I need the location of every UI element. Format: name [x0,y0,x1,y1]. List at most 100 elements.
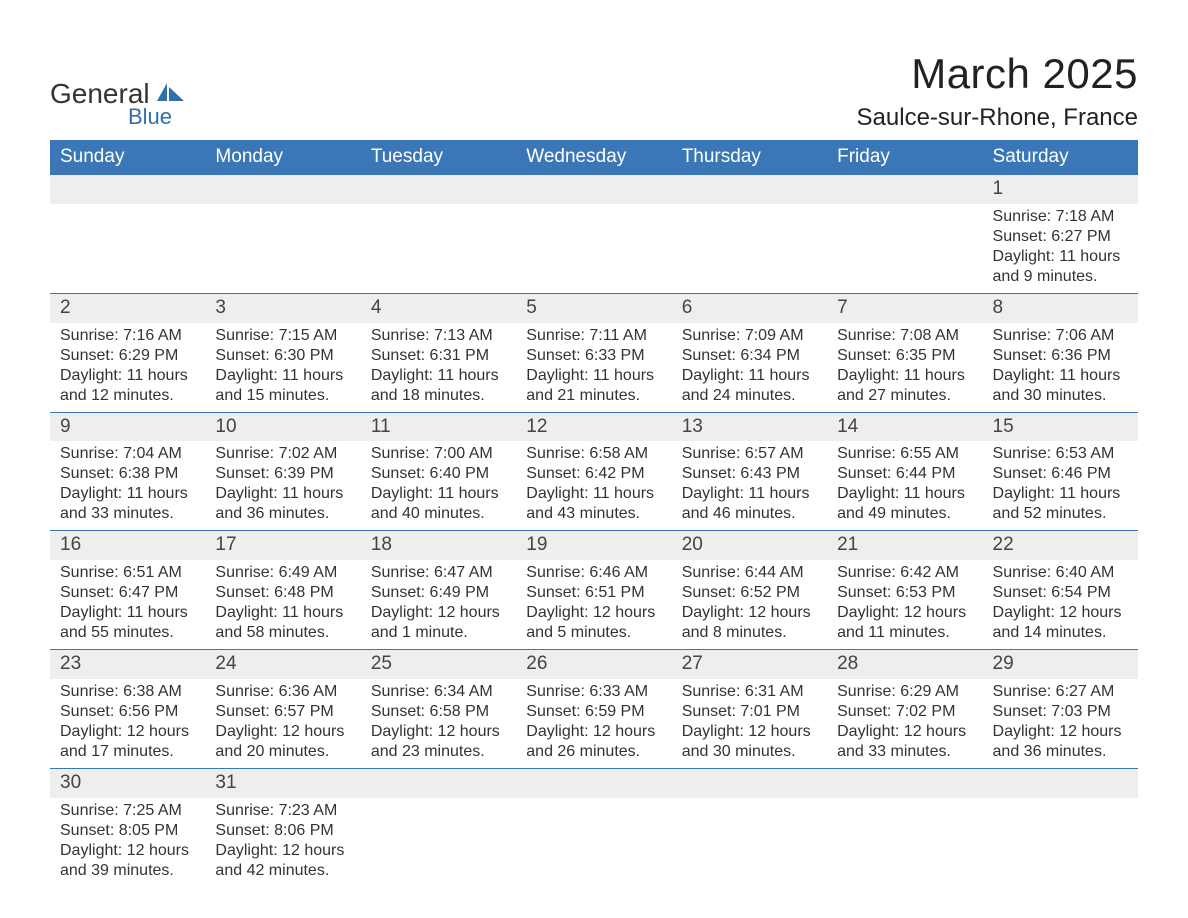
sunset-line: Sunset: 6:53 PM [837,583,972,603]
day-number: 10 [205,413,360,442]
day-body: Sunrise: 6:38 AMSunset: 6:56 PMDaylight:… [50,679,205,768]
day-body: Sunrise: 6:46 AMSunset: 6:51 PMDaylight:… [516,560,671,649]
sunset-line: Sunset: 6:52 PM [682,583,817,603]
day-body [983,798,1138,807]
day-body: Sunrise: 7:13 AMSunset: 6:31 PMDaylight:… [361,323,516,412]
day-body [672,798,827,807]
sunset-line: Sunset: 6:38 PM [60,464,195,484]
calendar-cell [361,175,516,293]
daylight-line: Daylight: 11 hours and 55 minutes. [60,603,195,643]
calendar-table: SundayMondayTuesdayWednesdayThursdayFrid… [50,140,1138,887]
sunset-line: Sunset: 6:34 PM [682,346,817,366]
calendar-cell [672,175,827,293]
sunrise-line: Sunrise: 6:42 AM [837,563,972,583]
day-number: 31 [205,769,360,798]
sunrise-line: Sunrise: 7:08 AM [837,326,972,346]
day-body: Sunrise: 7:09 AMSunset: 6:34 PMDaylight:… [672,323,827,412]
day-body [361,798,516,807]
sunrise-line: Sunrise: 6:33 AM [526,682,661,702]
sunset-line: Sunset: 6:48 PM [215,583,350,603]
calendar-cell: 21Sunrise: 6:42 AMSunset: 6:53 PMDayligh… [827,531,982,650]
day-body [827,204,982,213]
calendar-cell: 30Sunrise: 7:25 AMSunset: 8:05 PMDayligh… [50,768,205,886]
sunset-line: Sunset: 6:54 PM [993,583,1128,603]
sunrise-line: Sunrise: 6:49 AM [215,563,350,583]
calendar-cell: 22Sunrise: 6:40 AMSunset: 6:54 PMDayligh… [983,531,1138,650]
day-body: Sunrise: 6:55 AMSunset: 6:44 PMDaylight:… [827,441,982,530]
daylight-line: Daylight: 11 hours and 33 minutes. [60,484,195,524]
day-number: 27 [672,650,827,679]
sunrise-line: Sunrise: 7:04 AM [60,444,195,464]
sunset-line: Sunset: 6:56 PM [60,702,195,722]
daylight-line: Daylight: 11 hours and 40 minutes. [371,484,506,524]
sunset-line: Sunset: 6:36 PM [993,346,1128,366]
daylight-line: Daylight: 12 hours and 14 minutes. [993,603,1128,643]
calendar-cell [516,175,671,293]
daylight-line: Daylight: 11 hours and 46 minutes. [682,484,817,524]
daylight-line: Daylight: 12 hours and 11 minutes. [837,603,972,643]
daylight-line: Daylight: 12 hours and 39 minutes. [60,841,195,881]
day-number [516,769,671,798]
sunrise-line: Sunrise: 7:00 AM [371,444,506,464]
day-number [361,175,516,204]
daylight-line: Daylight: 11 hours and 18 minutes. [371,366,506,406]
daylight-line: Daylight: 12 hours and 36 minutes. [993,722,1128,762]
sunrise-line: Sunrise: 6:36 AM [215,682,350,702]
weekday-header: Tuesday [361,140,516,175]
sunset-line: Sunset: 6:39 PM [215,464,350,484]
sunrise-line: Sunrise: 7:09 AM [682,326,817,346]
calendar-week-row: 16Sunrise: 6:51 AMSunset: 6:47 PMDayligh… [50,531,1138,650]
calendar-cell: 23Sunrise: 6:38 AMSunset: 6:56 PMDayligh… [50,650,205,769]
day-number [827,175,982,204]
daylight-line: Daylight: 11 hours and 9 minutes. [993,247,1128,287]
calendar-cell: 18Sunrise: 6:47 AMSunset: 6:49 PMDayligh… [361,531,516,650]
day-body: Sunrise: 7:06 AMSunset: 6:36 PMDaylight:… [983,323,1138,412]
sunset-line: Sunset: 6:43 PM [682,464,817,484]
day-body: Sunrise: 6:34 AMSunset: 6:58 PMDaylight:… [361,679,516,768]
calendar-cell: 8Sunrise: 7:06 AMSunset: 6:36 PMDaylight… [983,293,1138,412]
calendar-cell: 25Sunrise: 6:34 AMSunset: 6:58 PMDayligh… [361,650,516,769]
calendar-cell: 27Sunrise: 6:31 AMSunset: 7:01 PMDayligh… [672,650,827,769]
weekday-header: Saturday [983,140,1138,175]
day-number: 17 [205,531,360,560]
sunrise-line: Sunrise: 7:13 AM [371,326,506,346]
sunrise-line: Sunrise: 6:34 AM [371,682,506,702]
day-body: Sunrise: 6:53 AMSunset: 6:46 PMDaylight:… [983,441,1138,530]
sunset-line: Sunset: 7:01 PM [682,702,817,722]
day-body: Sunrise: 6:49 AMSunset: 6:48 PMDaylight:… [205,560,360,649]
day-number [516,175,671,204]
day-number: 26 [516,650,671,679]
day-number: 22 [983,531,1138,560]
day-number: 19 [516,531,671,560]
sunrise-line: Sunrise: 7:25 AM [60,801,195,821]
calendar-week-row: 23Sunrise: 6:38 AMSunset: 6:56 PMDayligh… [50,650,1138,769]
sunset-line: Sunset: 6:58 PM [371,702,506,722]
calendar-cell: 28Sunrise: 6:29 AMSunset: 7:02 PMDayligh… [827,650,982,769]
sunset-line: Sunset: 6:44 PM [837,464,972,484]
sunrise-line: Sunrise: 7:18 AM [993,207,1128,227]
calendar-cell: 13Sunrise: 6:57 AMSunset: 6:43 PMDayligh… [672,412,827,531]
brand-logo: General Blue [50,50,186,130]
sunrise-line: Sunrise: 7:15 AM [215,326,350,346]
calendar-cell: 11Sunrise: 7:00 AMSunset: 6:40 PMDayligh… [361,412,516,531]
day-body: Sunrise: 6:31 AMSunset: 7:01 PMDaylight:… [672,679,827,768]
daylight-line: Daylight: 11 hours and 36 minutes. [215,484,350,524]
sunrise-line: Sunrise: 6:47 AM [371,563,506,583]
calendar-cell: 10Sunrise: 7:02 AMSunset: 6:39 PMDayligh… [205,412,360,531]
daylight-line: Daylight: 12 hours and 5 minutes. [526,603,661,643]
weekday-header: Friday [827,140,982,175]
calendar-body: 1Sunrise: 7:18 AMSunset: 6:27 PMDaylight… [50,175,1138,887]
sunrise-line: Sunrise: 6:57 AM [682,444,817,464]
calendar-cell: 6Sunrise: 7:09 AMSunset: 6:34 PMDaylight… [672,293,827,412]
calendar-cell: 17Sunrise: 6:49 AMSunset: 6:48 PMDayligh… [205,531,360,650]
day-number [205,175,360,204]
calendar-cell: 26Sunrise: 6:33 AMSunset: 6:59 PMDayligh… [516,650,671,769]
day-number: 1 [983,175,1138,204]
sunset-line: Sunset: 6:42 PM [526,464,661,484]
calendar-week-row: 2Sunrise: 7:16 AMSunset: 6:29 PMDaylight… [50,293,1138,412]
sunset-line: Sunset: 6:27 PM [993,227,1128,247]
day-number [983,769,1138,798]
day-body: Sunrise: 7:23 AMSunset: 8:06 PMDaylight:… [205,798,360,887]
day-body: Sunrise: 7:25 AMSunset: 8:05 PMDaylight:… [50,798,205,887]
sunrise-line: Sunrise: 6:44 AM [682,563,817,583]
